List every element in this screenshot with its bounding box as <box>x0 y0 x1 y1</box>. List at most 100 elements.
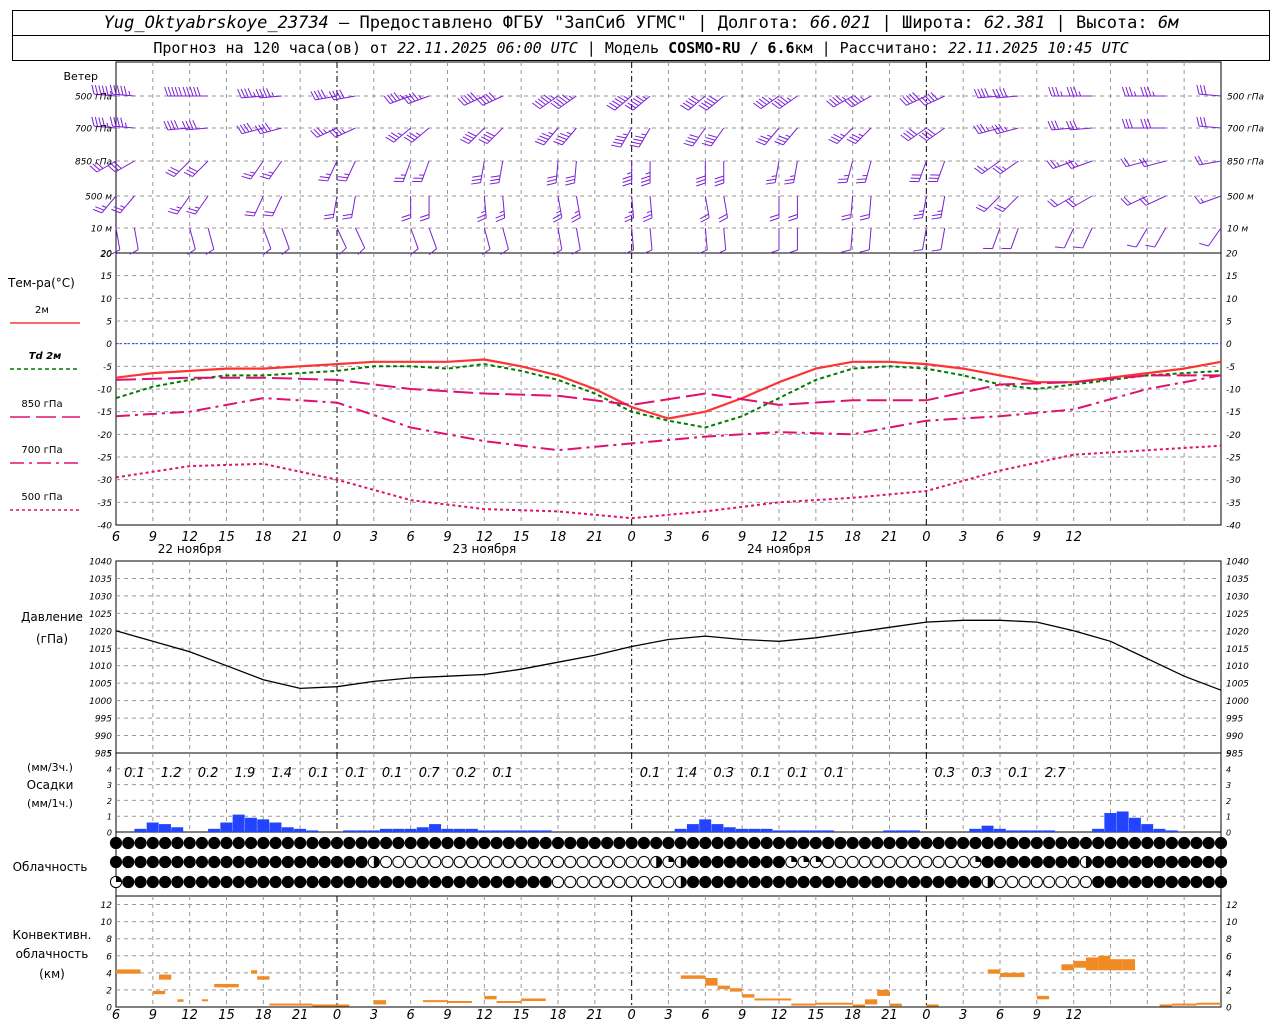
wind-barb-feather <box>1199 242 1209 247</box>
precip-bar <box>969 828 982 832</box>
wind-barb-feather <box>534 140 545 146</box>
wind-barb-staff <box>1199 93 1222 97</box>
wind-barb-feather <box>574 210 580 214</box>
cloud-fill <box>680 856 687 868</box>
cloud-symbol <box>269 836 282 850</box>
y-tick-right: 2 <box>1226 986 1232 996</box>
cloud-circle <box>367 875 380 889</box>
precip-bar <box>171 827 184 832</box>
y-tick-left: 995 <box>95 715 112 725</box>
wind-barb-feather <box>488 92 496 100</box>
cloud-symbol <box>392 875 405 889</box>
cloud-symbol <box>834 855 847 869</box>
cloud-circle <box>772 855 786 869</box>
cloud-circle <box>1116 855 1129 869</box>
cloud-symbol <box>785 875 798 889</box>
cloud-symbol <box>662 855 675 869</box>
wind-barb <box>606 95 632 111</box>
wind-barb-feather <box>111 249 121 255</box>
wind-barb-feather <box>753 102 762 110</box>
cloud-circle <box>637 836 651 850</box>
wind-barb-staff <box>850 195 854 218</box>
cloud-symbol <box>478 836 491 850</box>
cloud-circle <box>957 836 970 850</box>
wind-barb-feather <box>1120 198 1128 206</box>
cloud-circle <box>330 875 344 889</box>
cloud-symbol <box>637 836 651 850</box>
precip-bar <box>416 827 429 832</box>
wind-level-label: 700 гПа <box>75 125 112 135</box>
cloud-circle <box>515 855 528 869</box>
cloud-symbol <box>932 855 945 869</box>
cloud-symbol <box>1128 855 1142 869</box>
cloud-circle <box>1067 875 1080 889</box>
wind-barb-feather <box>700 217 710 223</box>
cloud-symbol <box>1214 855 1228 869</box>
cloud-circle <box>1178 875 1191 889</box>
cloud-symbol <box>699 836 712 850</box>
y-tick-left: 20 <box>101 250 113 260</box>
cloud-symbol <box>171 875 184 889</box>
cloud-circle <box>858 855 872 869</box>
cloud-symbol <box>760 836 773 850</box>
wind-barb-feather <box>101 85 106 96</box>
precip-bar <box>490 830 503 832</box>
wind-barb <box>412 160 430 183</box>
wind-barb-staff <box>332 195 338 218</box>
wind-barb-feather <box>181 121 187 131</box>
wind-barb <box>550 94 577 110</box>
wind-barb-feather <box>826 100 834 108</box>
cloud-symbol <box>306 855 319 869</box>
wind-barb <box>991 123 1019 135</box>
wind-barb-feather <box>339 89 345 99</box>
cloud-symbol <box>367 875 380 889</box>
precip-total-label: 0.3 <box>971 766 992 781</box>
cloud-circle <box>576 855 589 869</box>
x-tick-label: 12 <box>1065 1008 1082 1023</box>
convective-segment <box>116 969 141 974</box>
y-tick-right: 4 <box>1226 765 1231 774</box>
cloud-symbol <box>269 875 282 889</box>
wind-barb <box>419 196 430 222</box>
wind-barb <box>244 195 264 217</box>
wind-barb-feather <box>543 94 552 101</box>
wind-barb-feather <box>537 98 547 106</box>
cloud-circle <box>809 836 822 850</box>
cloud-circle <box>306 875 319 889</box>
wind-barb <box>753 95 780 110</box>
cloud-circle <box>146 836 159 850</box>
wind-barb-staff <box>262 227 272 249</box>
cloud-symbol <box>1079 855 1093 869</box>
cloud-circle <box>1018 836 1031 850</box>
convective-segment <box>373 1000 387 1005</box>
x-tick-label: 6 <box>112 1008 120 1023</box>
cloud-symbol <box>1043 875 1056 889</box>
y-tick-left: 3 <box>107 781 112 790</box>
cloud-symbol <box>1178 855 1191 869</box>
wind-barb-feather <box>1054 120 1060 130</box>
cloud-circle <box>1067 855 1080 869</box>
cloud-symbol <box>171 836 184 850</box>
cloud-circle <box>1043 855 1056 869</box>
y-tick-left: 1035 <box>89 575 112 585</box>
wind-barb-feather <box>106 122 109 128</box>
y-tick-left: 0 <box>106 340 112 350</box>
precip-bar <box>1042 830 1055 832</box>
x-tick-label: 12 <box>771 1008 788 1023</box>
wind-barb-feather <box>912 92 920 100</box>
cloud-circle <box>429 855 442 869</box>
wind-barb-feather <box>921 96 929 105</box>
wind-barb-feather <box>1140 118 1145 129</box>
cloud-circle <box>183 875 196 889</box>
wind-barb-staff <box>316 127 338 138</box>
precip-bar <box>686 824 699 832</box>
wind-barb-feather <box>253 92 256 97</box>
wind-barb <box>310 89 338 101</box>
wind-barb <box>765 160 780 185</box>
wind-barb-feather <box>465 133 474 140</box>
cloud-symbol <box>981 875 994 889</box>
cloud-symbol <box>1055 836 1068 850</box>
cloud-symbol <box>171 855 184 869</box>
wind-barb-feather <box>614 97 624 104</box>
wind-barb <box>478 127 504 145</box>
